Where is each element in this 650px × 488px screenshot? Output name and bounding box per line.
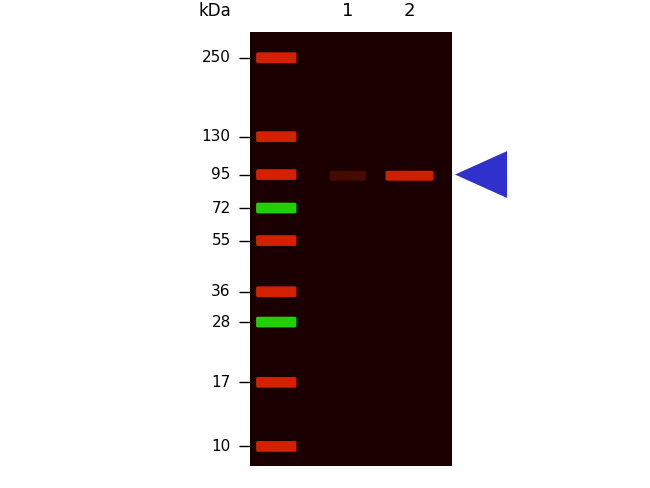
FancyBboxPatch shape (256, 169, 296, 180)
Text: 95: 95 (211, 167, 231, 182)
Text: 1: 1 (342, 2, 354, 20)
Text: 10: 10 (211, 439, 231, 454)
Text: 2: 2 (404, 2, 415, 20)
Text: 72: 72 (211, 201, 231, 216)
FancyBboxPatch shape (256, 52, 296, 63)
Text: 55: 55 (211, 233, 231, 248)
FancyBboxPatch shape (256, 317, 296, 327)
FancyBboxPatch shape (256, 203, 296, 213)
Polygon shape (455, 151, 507, 198)
FancyBboxPatch shape (256, 377, 296, 387)
Text: 17: 17 (211, 375, 231, 390)
Text: 36: 36 (211, 284, 231, 299)
FancyBboxPatch shape (256, 235, 296, 246)
Text: 28: 28 (211, 315, 231, 329)
FancyBboxPatch shape (330, 171, 366, 181)
Text: 130: 130 (202, 129, 231, 144)
Text: 250: 250 (202, 50, 231, 65)
Text: kDa: kDa (198, 2, 231, 20)
FancyBboxPatch shape (256, 441, 296, 452)
Bar (250, 32, 452, 466)
FancyBboxPatch shape (256, 286, 296, 297)
FancyBboxPatch shape (385, 171, 434, 181)
FancyBboxPatch shape (256, 131, 296, 142)
